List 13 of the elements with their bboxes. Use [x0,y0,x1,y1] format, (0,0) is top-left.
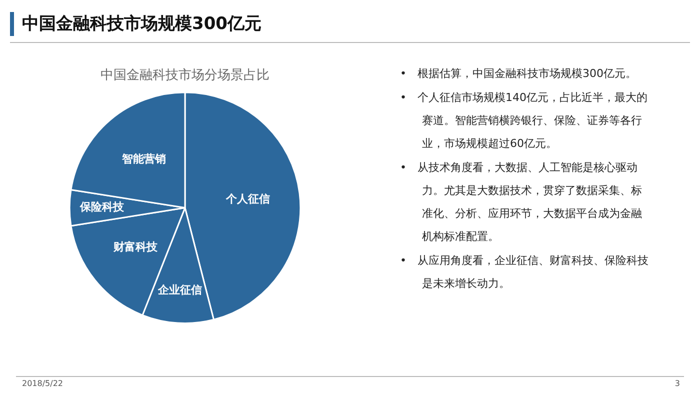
text: • 从技术角度看，大数据、人工智能是核心驱动力。尤其是大数据技术，贯穿了数据采集、标准化、分析、应用环节，大数据平台成为金融机构标准配置。 [400,160,643,245]
text: • 个人征信市场规模140亿元，占比近半，最大的赛道。智能营销横跨银行、保险、证券等各行业，市场规模超过60亿元。 [400,90,648,152]
slice-label: 智能营销 [120,152,166,166]
text: • 根据估算，中国金融科技市场规模300亿元。 [400,66,638,82]
chart-title: 中国金融科技市场规模300亿元 [22,13,262,36]
text: 2018/5/22 [22,379,64,388]
text: 3 [674,379,680,388]
slice-label: 财富科技 [112,240,158,254]
chart-subtitle: 中国金融科技市场分场景占比 [100,68,270,84]
slice-label: 保险科技 [78,200,125,214]
slice-label: 企业征信 [156,284,202,297]
text: • 从应用角度看，企业征信、财富科技、保险科技是未来增长动力。 [400,253,650,292]
slice-label: 个人征信 [224,192,270,206]
